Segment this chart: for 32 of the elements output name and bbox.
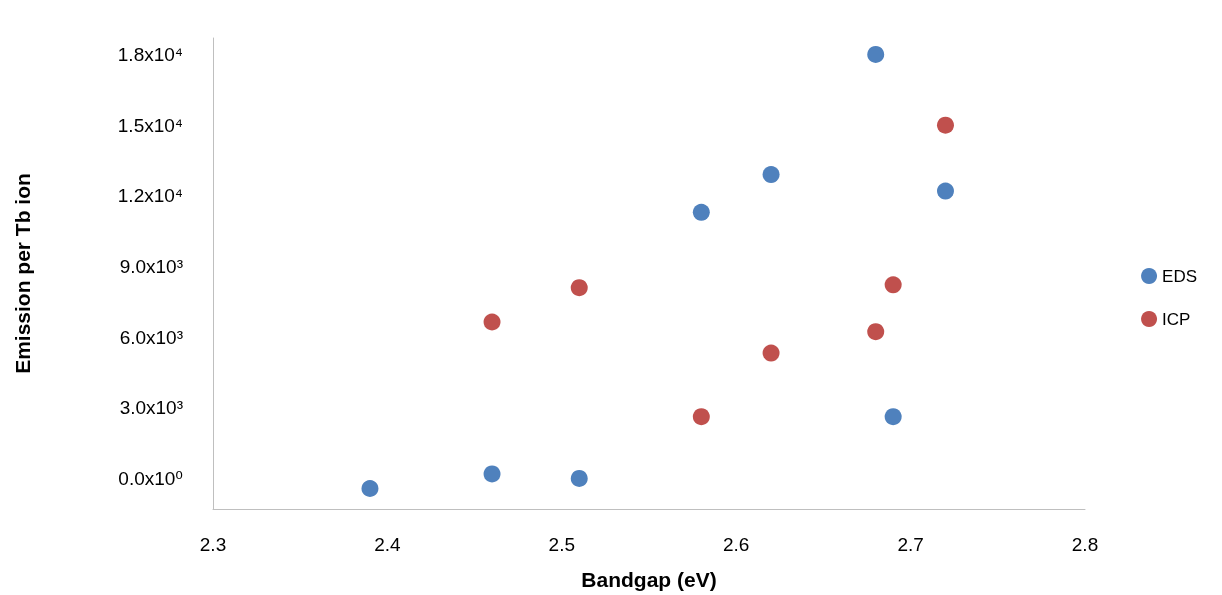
y-tick-label: 1.2x10⁴ <box>117 185 183 207</box>
point <box>570 279 588 297</box>
y-tick-label: 9.0x10³ <box>119 255 183 277</box>
x-tick-label: 2.8 <box>1071 534 1099 555</box>
legend-label: ICP <box>1162 309 1191 329</box>
point <box>483 465 501 483</box>
point <box>692 203 710 221</box>
point <box>867 45 885 63</box>
point <box>692 408 710 426</box>
point <box>762 166 780 184</box>
legend-label: EDS <box>1162 266 1198 286</box>
y-axis-title: Emission per Tb ion <box>11 173 34 374</box>
y-tick-label: 0.0x10⁰ <box>118 467 183 489</box>
y-tick-label: 6.0x10³ <box>119 326 183 348</box>
point <box>762 344 780 362</box>
point <box>937 182 954 200</box>
y-tick-label: 1.8x10⁴ <box>117 43 183 65</box>
point <box>570 469 588 487</box>
point <box>361 480 379 498</box>
x-tick-label: 2.5 <box>548 534 576 555</box>
point <box>867 323 885 341</box>
point <box>884 408 902 426</box>
point <box>937 116 954 134</box>
x-tick-label: 2.6 <box>722 534 750 555</box>
x-tick-label: 2.3 <box>199 534 227 555</box>
x-tick-label: 2.4 <box>374 534 402 555</box>
y-tick-label: 3.0x10³ <box>119 397 183 419</box>
x-tick-label: 2.7 <box>897 534 924 555</box>
x-axis-title: Bandgap (eV) <box>581 568 717 591</box>
point <box>483 313 501 331</box>
y-tick-label: 1.5x10⁴ <box>117 114 183 136</box>
point <box>884 276 902 294</box>
